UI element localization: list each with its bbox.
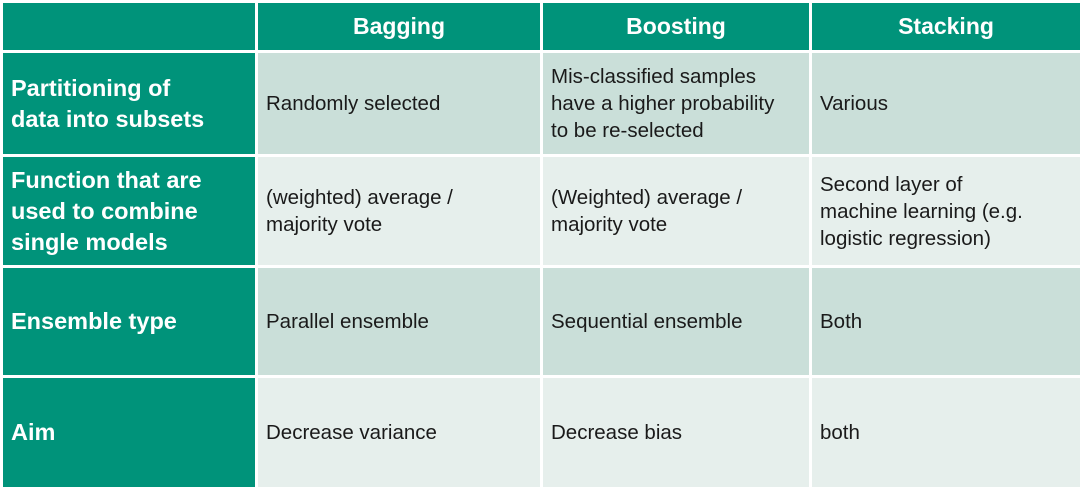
cell-aim-boosting: Decrease bias	[543, 378, 809, 487]
cell-combine-bagging: (weighted) average / majority vote	[258, 157, 540, 265]
cell-partitioning-stacking: Various	[812, 53, 1080, 154]
row-header-ensemble-type: Ensemble type	[3, 268, 255, 375]
cell-partitioning-bagging: Randomly selected	[258, 53, 540, 154]
row-header-aim: Aim	[3, 378, 255, 487]
cell-partitioning-boosting: Mis-classified samples have a higher pro…	[543, 53, 809, 154]
cell-aim-stacking: both	[812, 378, 1080, 487]
cell-ensemble-type-bagging: Parallel ensemble	[258, 268, 540, 375]
cell-aim-bagging: Decrease variance	[258, 378, 540, 487]
row-header-combine-function: Function that are used to combine single…	[3, 157, 255, 265]
cell-ensemble-type-boosting: Sequential ensemble	[543, 268, 809, 375]
header-corner-cell	[3, 3, 255, 50]
column-header-bagging: Bagging	[258, 3, 540, 50]
column-header-boosting: Boosting	[543, 3, 809, 50]
column-header-stacking: Stacking	[812, 3, 1080, 50]
row-header-partitioning: Partitioning of data into subsets	[3, 53, 255, 154]
cell-combine-stacking: Second layer of machine learning (e.g. l…	[812, 157, 1080, 265]
comparison-table: Bagging Boosting Stacking Partitioning o…	[3, 3, 1080, 487]
cell-combine-boosting: (Weighted) average / majority vote	[543, 157, 809, 265]
cell-ensemble-type-stacking: Both	[812, 268, 1080, 375]
